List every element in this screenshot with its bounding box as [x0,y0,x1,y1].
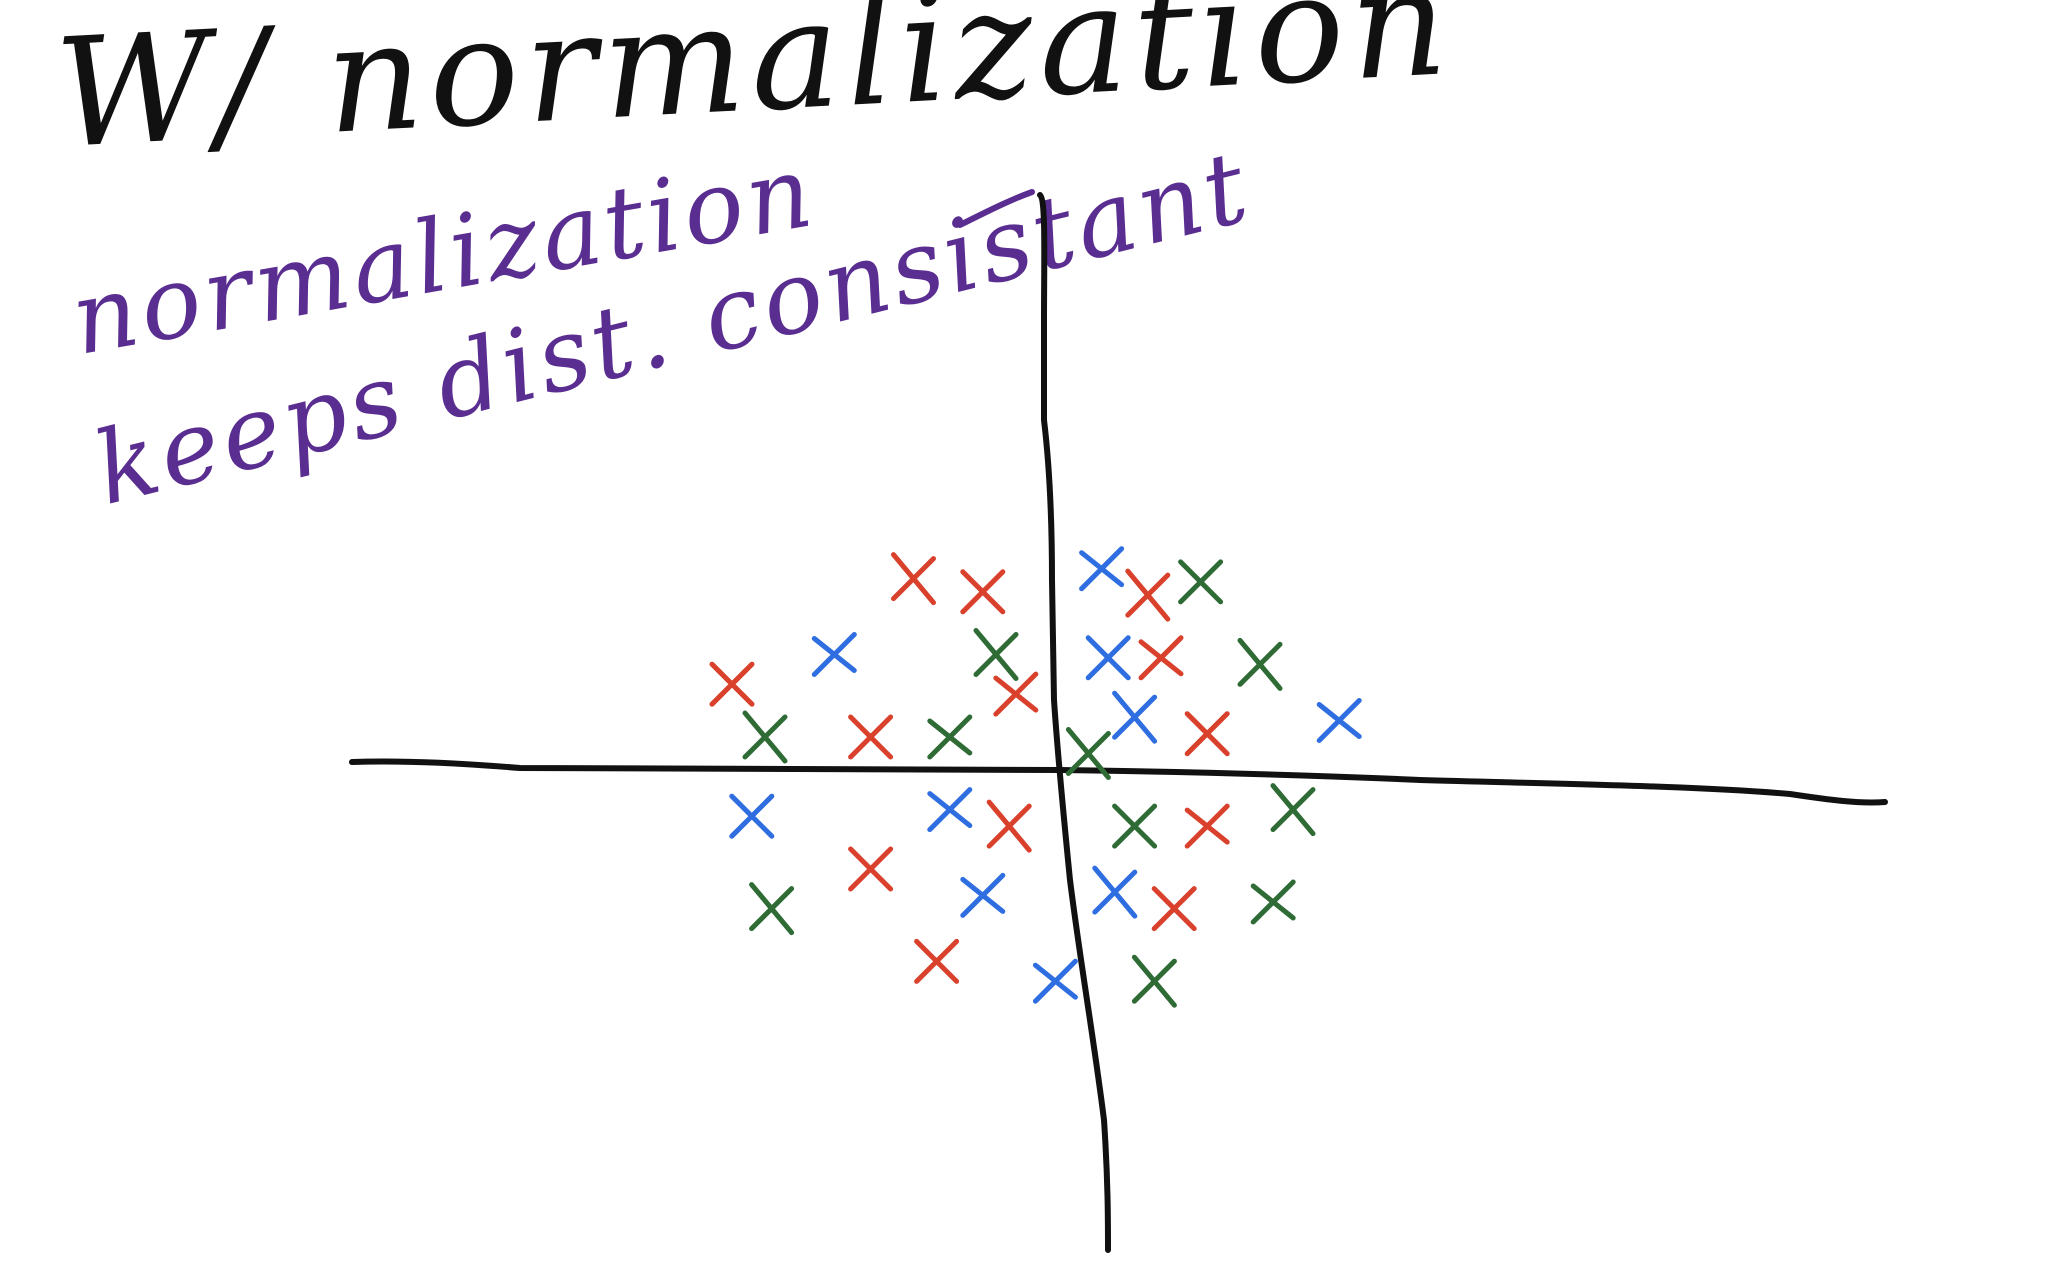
x-marker-blue [1079,546,1125,592]
x-marker-blue [960,872,1006,918]
x-axis [349,758,1888,806]
x-marker-red [1125,568,1171,622]
x-marker-blue [1085,635,1131,681]
x-marker-red [914,938,960,984]
x-marker-blue [1032,958,1078,1004]
data-markers [709,546,1362,1008]
x-marker-blue [811,632,857,677]
x-marker-green [1065,727,1111,780]
x-marker-red [709,661,755,707]
x-marker-red [1184,803,1230,849]
y-axis [1037,192,1111,1253]
x-marker-red [1184,711,1230,757]
x-marker-red [1151,886,1197,932]
x-marker-green [1237,637,1283,691]
x-marker-green [1112,803,1158,849]
x-marker-green [1131,954,1177,1008]
x-marker-green [1250,879,1296,925]
x-marker-red [986,799,1032,853]
x-marker-green [1178,559,1224,605]
x-marker-green [749,882,795,936]
x-marker-red [960,569,1006,615]
x-marker-blue [927,787,973,833]
x-marker-blue [1092,865,1138,919]
x-marker-red [993,671,1039,717]
x-marker-blue [729,793,775,839]
x-marker-blue [1112,690,1158,744]
annotation-stroke [957,189,1035,228]
x-marker-red [891,552,936,606]
x-marker-green [742,710,788,764]
x-marker-blue [1316,698,1362,743]
x-marker-red [848,846,894,892]
x-marker-green [1270,783,1316,837]
x-marker-green [973,628,1019,681]
x-marker-red [1138,635,1184,681]
x-marker-green [927,714,973,760]
x-marker-red [848,714,894,760]
